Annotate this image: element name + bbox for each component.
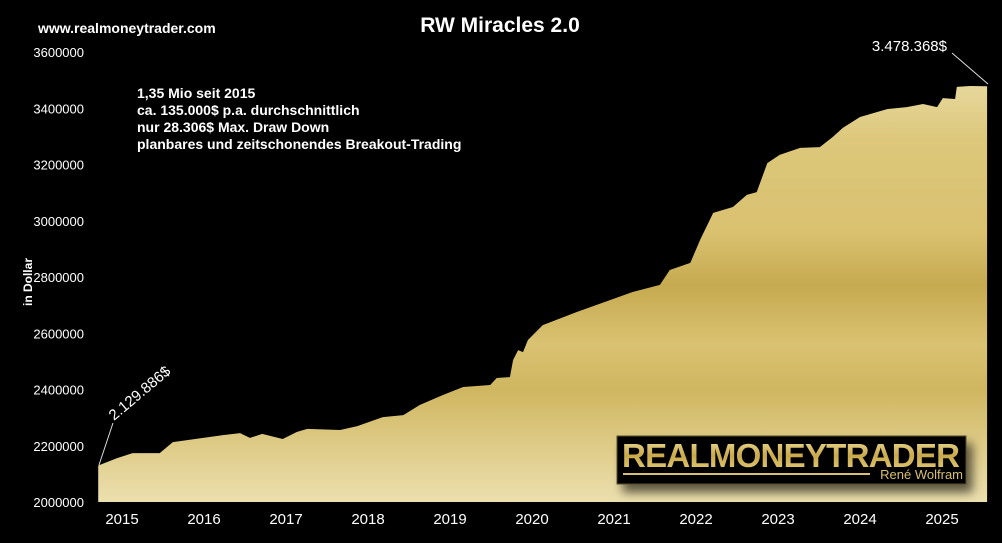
y-tick-label: 2600000 [33, 326, 84, 341]
x-tick-label: 2018 [351, 511, 384, 528]
x-axis-ticks: 2015 2016 2017 2018 2019 2020 2021 2022 2023 2024… [105, 511, 958, 528]
x-tick-label: 2021 [597, 511, 630, 528]
logo-subtext: René Wolfram [880, 467, 963, 482]
x-tick-label: 2022 [679, 511, 712, 528]
chart-title: RW Miracles 2.0 [420, 14, 580, 37]
start-leader-line [98, 422, 114, 466]
y-tick-label: 2200000 [33, 439, 84, 454]
note-line: nur 28.306$ Max. Draw Down [137, 119, 329, 135]
y-tick-label: 2800000 [33, 270, 84, 285]
x-tick-label: 2024 [843, 511, 876, 528]
end-value-label: 3.478.368$ [872, 38, 948, 55]
x-tick-label: 2020 [515, 511, 548, 528]
x-tick-label: 2016 [187, 511, 220, 528]
x-tick-label: 2025 [925, 511, 958, 528]
y-axis-label: in Dollar [21, 258, 35, 306]
end-leader-line [951, 52, 989, 85]
note-line: ca. 135.000$ p.a. durchschnittlich [137, 102, 360, 118]
y-tick-label: 3000000 [33, 214, 84, 229]
x-tick-label: 2023 [761, 511, 794, 528]
note-line: planbares und zeitschonendes Breakout-Tr… [137, 136, 461, 152]
logo-text: REALMONEYTRADER [622, 437, 960, 474]
website-url: www.realmoneytrader.com [37, 20, 216, 36]
y-tick-label: 2400000 [33, 383, 84, 398]
x-tick-label: 2015 [105, 511, 138, 528]
y-tick-label: 3600000 [33, 45, 84, 60]
x-tick-label: 2017 [269, 511, 302, 528]
y-tick-label: 3400000 [33, 101, 84, 116]
logo: REALMONEYTRADER René Wolfram [616, 435, 967, 485]
y-tick-label: 3200000 [33, 158, 84, 173]
y-tick-label: 2000000 [33, 495, 84, 510]
note-line: 1,35 Mio seit 2015 [137, 85, 256, 101]
x-tick-label: 2019 [433, 511, 466, 528]
notes-text: 1,35 Mio seit 2015 ca. 135.000$ p.a. dur… [137, 85, 461, 152]
y-axis-ticks: 2000000 2200000 2400000 2600000 2800000 30000… [33, 45, 84, 510]
equity-area [98, 86, 988, 502]
